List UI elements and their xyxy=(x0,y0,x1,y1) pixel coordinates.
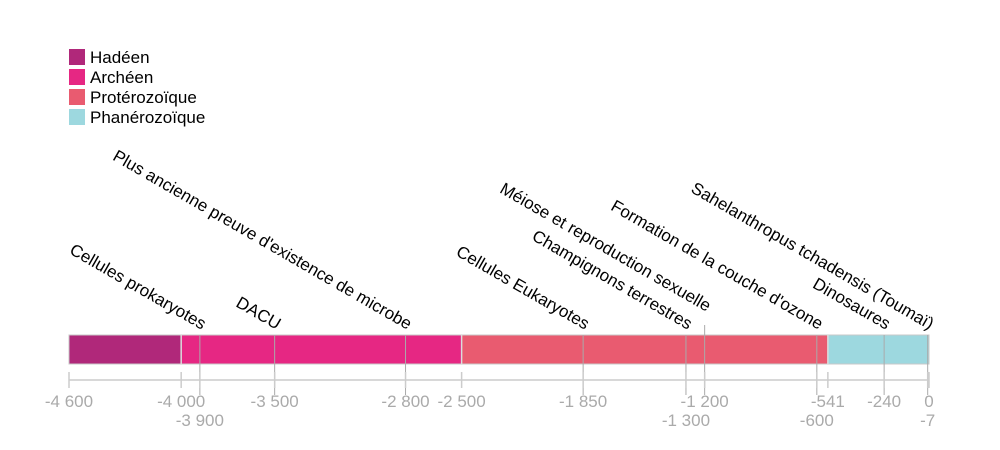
era-bar xyxy=(69,335,182,364)
x-axis: -4 600 -4 000-3 900 -3 500 -2 800 -2 500 -1 8… xyxy=(45,372,935,430)
event-label: Cellules prokaryotes xyxy=(66,240,209,333)
tick-label: -1 300 xyxy=(662,411,710,430)
era-bar xyxy=(827,335,929,364)
legend-swatch xyxy=(69,49,85,65)
era-bar xyxy=(461,335,828,364)
legend-label: Hadéen xyxy=(90,48,150,67)
event-label: DACU xyxy=(233,293,284,334)
tick-label: -4 000 xyxy=(157,392,205,411)
tick-label: -3 500 xyxy=(251,392,299,411)
tick-label: -4 600 xyxy=(45,392,93,411)
legend-swatch xyxy=(69,109,85,125)
tick-label: -541 xyxy=(811,392,845,411)
legend-swatch xyxy=(69,89,85,105)
bar-outline xyxy=(68,334,930,365)
legend-swatch xyxy=(69,69,85,85)
legend-label: Protérozoïque xyxy=(90,88,197,107)
tick-label: -2 800 xyxy=(381,392,429,411)
tick-label: 0 xyxy=(924,392,933,411)
tick-label: -1 850 xyxy=(559,392,607,411)
tick-label: -240 xyxy=(867,392,901,411)
tick-label: -3 900 xyxy=(176,411,224,430)
tick-label: -1 200 xyxy=(681,392,729,411)
legend-label: Phanérozoïque xyxy=(90,108,205,127)
era-bars xyxy=(68,334,930,365)
legend-label: Archéen xyxy=(90,68,153,87)
tick-label: -7 xyxy=(920,411,935,430)
tick-label: -2 500 xyxy=(438,392,486,411)
tick-label: -600 xyxy=(800,411,834,430)
era-bar xyxy=(181,335,462,364)
